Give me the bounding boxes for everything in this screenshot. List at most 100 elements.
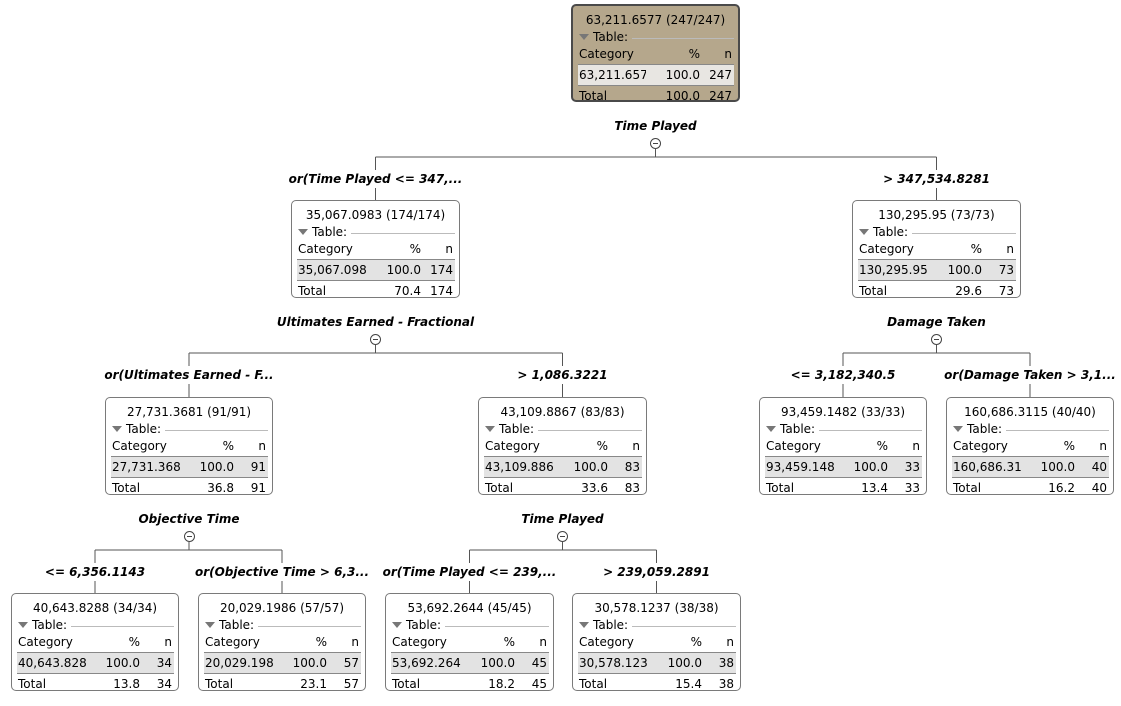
table-toggle[interactable]: Table: [296,225,455,239]
cell-count: n [724,47,732,61]
triangle-down-icon[interactable] [392,622,402,628]
cell-count: n [351,635,359,649]
collapse-icon[interactable] [557,531,568,542]
node-title: 53,692.2644 (45/45) [407,601,532,615]
cell-percent: % [222,439,234,453]
table-toggle[interactable]: Table: [857,225,1016,239]
cell-category: 130,295.95 [859,263,928,277]
tree-node[interactable]: 40,643.8288 (34/34) Table: Category% n 40,64… [11,593,179,691]
table-label-text: Table: [780,422,816,436]
table-label-text: Table: [312,225,348,239]
tree-node[interactable]: 53,692.2644 (45/45) Table: Category% n 53,69… [385,593,554,691]
node-table: Category% n 53,692.2644 100.0 45 Total 18.2 45 [391,632,549,694]
triangle-down-icon[interactable] [953,426,963,432]
branch-condition-label: or(Ultimates Earned - F... [104,368,274,382]
cell-count: 174 [430,263,453,277]
table-label-text: Table: [873,225,909,239]
tree-node[interactable]: 30,578.1237 (38/38) Table: Category% n 30,57… [572,593,741,691]
table-toggle[interactable]: Table: [764,422,922,436]
cell-count: n [1006,242,1014,256]
table-label-text: Table: [593,30,629,44]
table-row: 93,459.1482 100.0 33 [765,457,922,478]
table-toggle[interactable]: Table: [951,422,1109,436]
triangle-down-icon[interactable] [485,426,495,432]
table-header-row: Category% n [111,436,268,457]
cell-count: n [539,635,547,649]
cell-category: 63,211.6577 [579,68,646,82]
collapse-icon[interactable] [650,138,661,149]
table-row: 35,067.0983 100.0 174 [297,260,455,281]
cell-category: 43,109.8867 [485,460,554,474]
node-title: 63,211.6577 (247/247) [585,13,726,27]
triangle-down-icon[interactable] [766,426,776,432]
triangle-down-icon[interactable] [112,426,122,432]
table-header-row: Category% n [17,632,174,653]
cell-count: n [164,635,172,649]
triangle-down-icon[interactable] [298,229,308,235]
table-row: 20,029.1986 100.0 57 [204,653,361,674]
cell-percent: 100.0 [480,656,515,670]
collapse-icon[interactable] [370,334,381,345]
tree-node[interactable]: 63,211.6577 (247/247) Table: Category% n 63,… [571,4,740,103]
cell-percent: % [1063,439,1075,453]
table-label-divider [351,232,455,234]
cell-category: Total [859,284,888,298]
table-header-row: Category% n [204,632,361,653]
node-title: 130,295.95 (73/73) [878,208,995,222]
triangle-down-icon[interactable] [205,622,215,628]
cell-category: Total [953,481,982,495]
node-title: 30,578.1237 (38/38) [594,601,719,615]
table-toggle[interactable]: Table: [390,618,549,632]
triangle-down-icon[interactable] [579,622,589,628]
collapse-icon[interactable] [931,334,942,345]
cell-percent: 100.0 [573,460,608,474]
tree-node[interactable]: 160,686.3115 (40/40) Table: Category% n 160,… [946,397,1114,495]
cell-count: 57 [343,656,359,670]
cell-percent: % [970,242,982,256]
cell-percent: 23.1 [300,677,327,691]
table-toggle[interactable]: Table: [110,422,268,436]
node-title: 93,459.1482 (33/33) [780,405,906,419]
cell-count: 73 [998,284,1014,298]
tree-node[interactable]: 35,067.0983 (174/174) Table: Category% n 35,… [291,200,460,298]
cell-category: Total [766,481,795,495]
cell-percent: % [690,635,702,649]
cell-category: Category [579,635,634,649]
cell-percent: 15.4 [675,677,702,691]
tree-node[interactable]: 27,731.3681 (91/91) Table: Category% n 27,73… [105,397,273,495]
table-toggle[interactable]: Table: [203,618,361,632]
tree-node[interactable]: 93,459.1482 (33/33) Table: Category% n 93,45… [759,397,927,495]
cell-count: n [445,242,453,256]
collapse-icon[interactable] [183,531,195,542]
triangle-down-icon[interactable] [859,229,869,235]
triangle-down-icon[interactable] [579,34,589,40]
cell-category: Category [205,635,260,649]
cell-percent: 29.6 [955,284,982,298]
cell-count: n [258,439,266,453]
cell-count: 83 [624,481,640,495]
table-header-row: Category% n [858,239,1016,260]
table-label-divider [445,625,549,627]
table-header-row: Category% n [765,436,922,457]
cell-percent: 70.4 [394,284,421,298]
cell-count: 38 [718,656,734,670]
table-total-row: Total 29.6 73 [858,281,1016,301]
cell-percent: 100.0 [667,656,702,670]
table-label-text: Table: [126,422,162,436]
branch-condition-label: or(Time Played <= 347,... [288,172,463,186]
cell-percent: % [315,635,327,649]
cell-category: Total [579,89,608,103]
table-toggle[interactable]: Table: [483,422,642,436]
table-toggle[interactable]: Table: [16,618,174,632]
tree-node[interactable]: 20,029.1986 (57/57) Table: Category% n 20,02… [198,593,366,691]
tree-node[interactable]: 130,295.95 (73/73) Table: Category% n 130,29… [852,200,1021,298]
cell-count: 34 [156,677,172,691]
cell-percent: 100.0 [947,263,982,277]
tree-node[interactable]: 43,109.8867 (83/83) Table: Category% n 43,10… [478,397,647,495]
cell-percent: % [503,635,515,649]
table-toggle[interactable]: Table: [577,618,736,632]
cell-category: 35,067.0983 [298,263,367,277]
triangle-down-icon[interactable] [18,622,28,628]
table-toggle[interactable]: Table: [577,30,734,44]
